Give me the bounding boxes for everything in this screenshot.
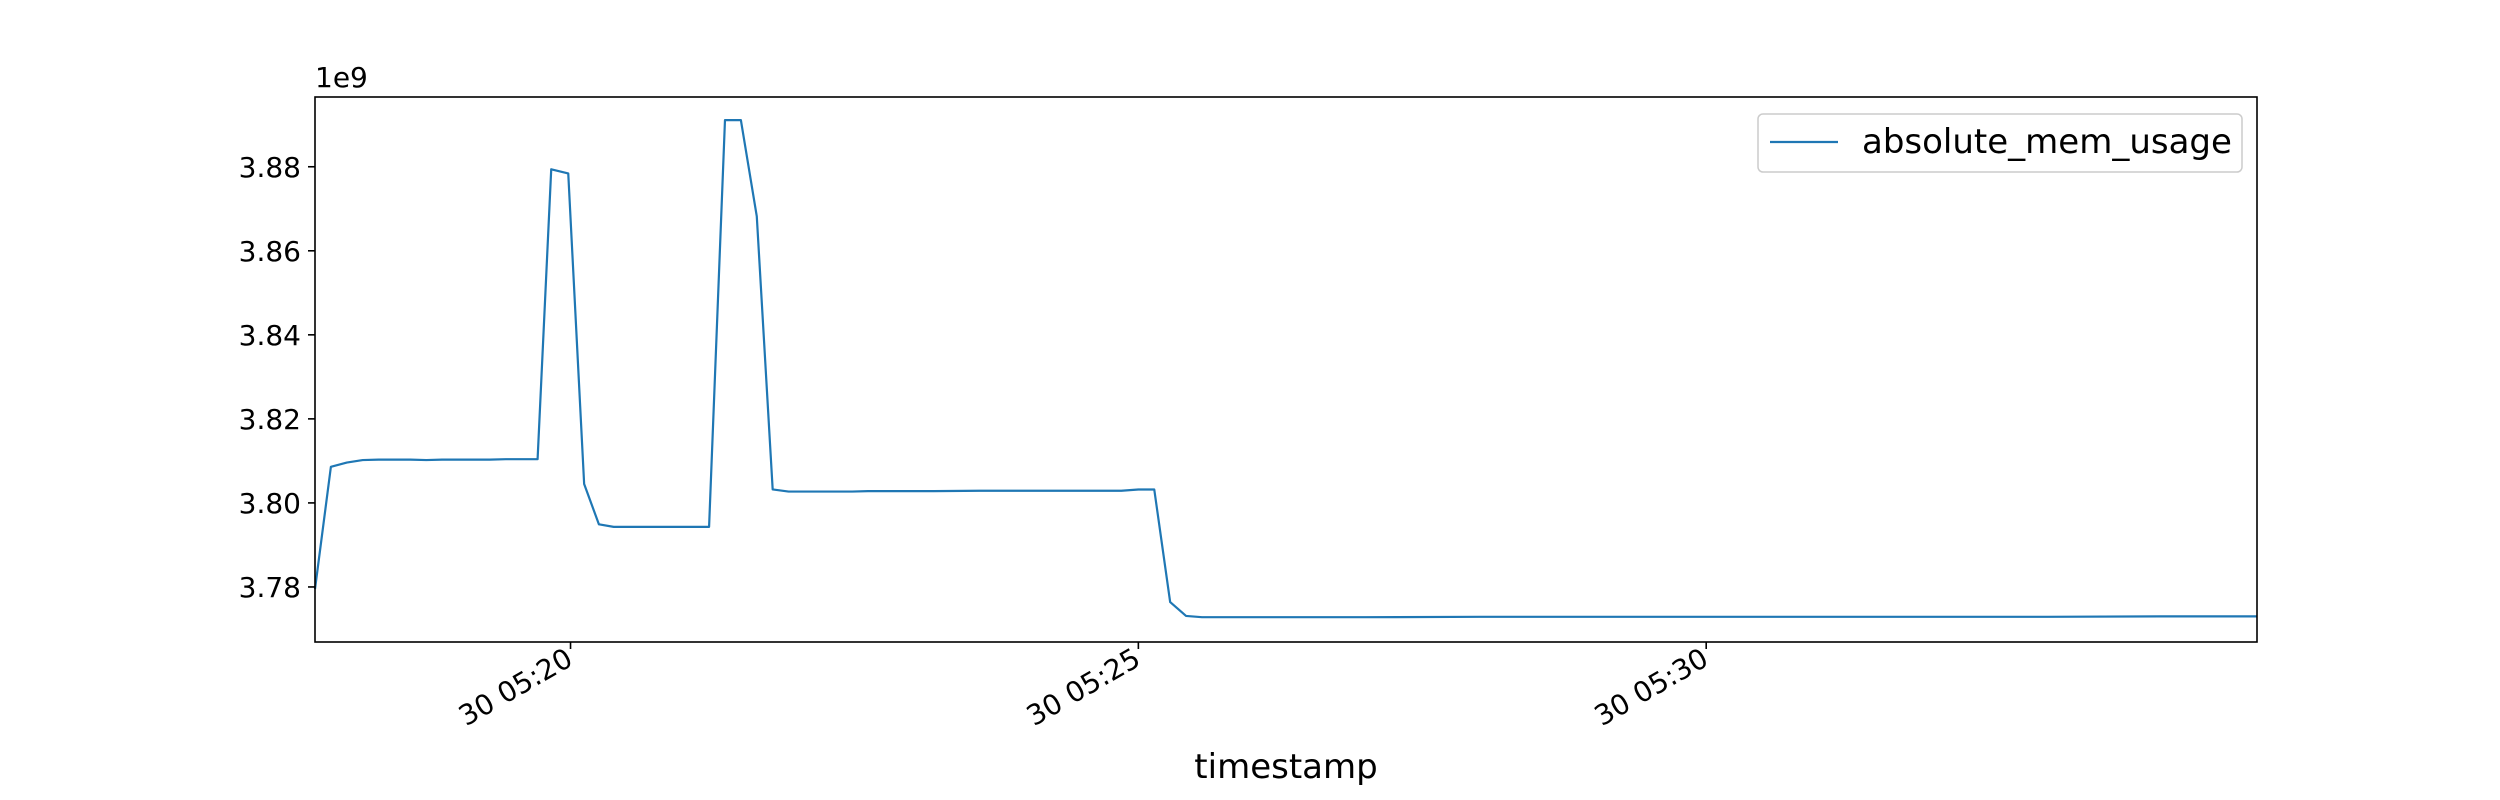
y-tick-label: 3.78 <box>239 571 301 604</box>
y-tick-label: 3.82 <box>239 403 301 436</box>
y-tick-label: 3.80 <box>239 487 301 520</box>
series-line-0 <box>313 119 2257 619</box>
axes-frame <box>314 96 2258 643</box>
plot-area <box>313 96 2258 643</box>
y-tick-label: 3.84 <box>239 319 301 352</box>
y-tick-label: 3.88 <box>239 151 301 184</box>
legend: absolute_mem_usage <box>1757 113 2243 173</box>
x-axis-label: timestamp <box>1194 747 1377 787</box>
plot-background <box>315 97 2257 642</box>
legend-label: absolute_mem_usage <box>1862 122 2232 162</box>
y-axis-offset-text: 1e9 <box>315 61 368 94</box>
legend-box <box>1757 113 2243 173</box>
y-tick-label: 3.86 <box>239 235 301 268</box>
y-axis: 3.78 3.80 3.82 3.84 3.86 3.88 <box>239 151 315 604</box>
